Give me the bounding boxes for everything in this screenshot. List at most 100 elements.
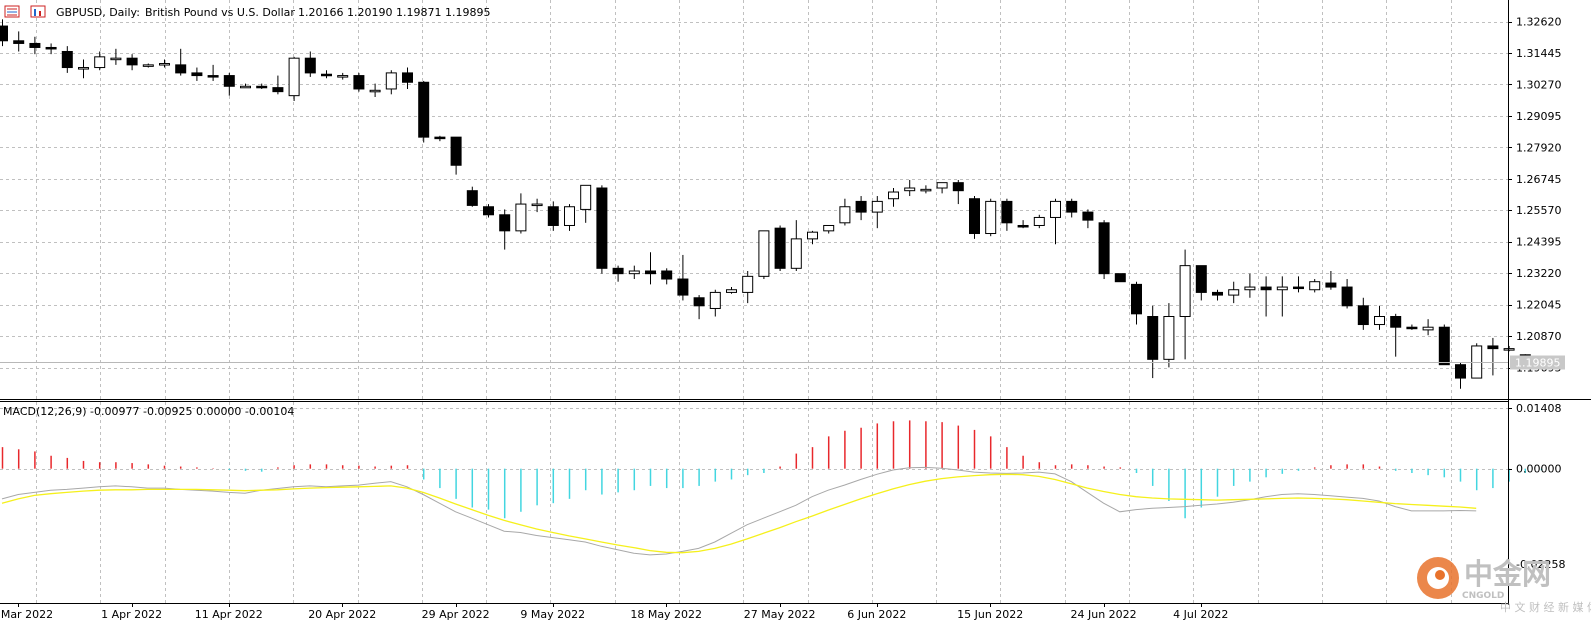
current-price-label: 1.19895 — [1510, 355, 1565, 370]
candle-body-bull — [531, 203, 543, 207]
watermark-en: CNGOLD — [1462, 591, 1504, 601]
candle-body-bear — [645, 270, 656, 275]
candle — [207, 64, 219, 81]
candle — [304, 51, 316, 77]
candle-body-bear — [1114, 273, 1126, 283]
candle-body-bear — [1455, 364, 1466, 379]
candle-body-bear — [1325, 282, 1337, 288]
candle — [1406, 324, 1418, 330]
time-tick-label: 6 Jun 2022 — [847, 608, 906, 621]
candle-body-bull — [1422, 326, 1434, 331]
candle — [1471, 343, 1483, 379]
candle — [628, 265, 640, 280]
candle — [110, 48, 122, 65]
candle-body-bull — [1228, 289, 1240, 296]
candle — [823, 224, 835, 234]
candle — [596, 185, 608, 274]
candle-body-bear — [418, 81, 430, 138]
candle — [920, 185, 932, 194]
candle — [385, 70, 397, 95]
candle — [1228, 281, 1240, 304]
candle-body-bull — [920, 188, 932, 192]
candle — [1357, 297, 1369, 330]
candle-body-bear — [1066, 200, 1078, 213]
candle-body-bull — [1163, 316, 1175, 360]
candle — [1325, 270, 1337, 290]
candle-body-bear — [45, 46, 57, 50]
toolbar-icons — [4, 5, 46, 18]
candle-body-bear — [272, 87, 284, 93]
candle — [1098, 220, 1110, 280]
candle — [1244, 273, 1256, 298]
candle — [1212, 289, 1223, 301]
candle-body-bull — [1503, 348, 1515, 351]
price-axis: 1.32620 1.31445 1.30270 1.29095 1.27920 1.267… — [1508, 16, 1562, 375]
time-tick-label: 18 May 2022 — [630, 608, 702, 621]
candle-body-bear — [321, 73, 332, 77]
candle — [612, 265, 624, 282]
candle-body-bear — [1438, 326, 1450, 366]
candle — [61, 46, 73, 73]
candle — [1033, 214, 1045, 229]
candle — [483, 204, 494, 218]
candle — [645, 252, 656, 285]
candle — [661, 268, 673, 285]
price-tick-label: 1.27920 — [1516, 141, 1562, 154]
candle-body-bear — [29, 42, 41, 48]
candle — [758, 230, 770, 280]
candle — [790, 220, 802, 271]
candle-body-bull — [823, 224, 835, 232]
candle — [256, 83, 268, 89]
price-tick-label: 1.30270 — [1516, 78, 1562, 91]
candle-body-bear — [304, 57, 316, 74]
candle — [871, 196, 883, 229]
candle — [1017, 220, 1029, 229]
candle — [1066, 198, 1078, 218]
candle-body-bear — [774, 227, 786, 269]
candle — [223, 72, 235, 96]
price-grid — [0, 0, 1508, 399]
candle — [774, 225, 786, 271]
candle-body-bear — [1195, 265, 1207, 293]
watermark: 中金网 CNGOLD 中 文 财 经 新 媒 体 — [1417, 557, 1591, 614]
price-tick-label: 1.32620 — [1516, 16, 1562, 29]
candle-body-bear — [353, 75, 365, 90]
candle-body-bear — [1001, 200, 1013, 224]
chart-bars-icon[interactable] — [30, 5, 46, 18]
candle — [175, 48, 187, 76]
macd-tick-label: 0.00000 — [1516, 463, 1562, 476]
candle-body-bull — [839, 206, 851, 224]
time-tick-label: 4 Jul 2022 — [1173, 608, 1228, 621]
candle — [78, 59, 89, 79]
price-tick-label: 1.26745 — [1516, 173, 1562, 186]
candle-body-bear — [677, 278, 689, 296]
candle-body-bear — [223, 75, 235, 87]
candle — [1455, 362, 1466, 389]
candle-body-bear — [0, 25, 8, 42]
candle-body-bear — [547, 206, 559, 226]
macd-tick-label: 0.01408 — [1516, 402, 1562, 415]
candle-body-bull — [1050, 200, 1061, 218]
candle-body-bear — [175, 64, 187, 74]
candle — [1309, 279, 1321, 293]
candle-body-bull — [240, 85, 251, 89]
candle-body-bull — [288, 57, 300, 97]
price-tick-label: 1.31445 — [1516, 47, 1562, 60]
candle-body-bear — [1098, 222, 1110, 275]
candle — [1374, 305, 1385, 330]
candle — [547, 201, 559, 231]
candle — [94, 51, 106, 71]
candle-body-bull — [337, 75, 349, 78]
candle-body-bull — [904, 187, 916, 192]
chart-list-icon[interactable] — [4, 5, 20, 18]
time-tick-label: 24 Jun 2022 — [1071, 608, 1137, 621]
candle-body-bull — [1244, 286, 1256, 291]
candle-body-bull — [110, 57, 122, 61]
time-tick-label: 1 Apr 2022 — [101, 608, 162, 621]
candle-body-bear — [1017, 224, 1029, 228]
candle-body-bull — [78, 67, 89, 70]
candle-body-bear — [612, 267, 624, 275]
candle-body-bull — [742, 275, 754, 293]
candle-body-bear — [1212, 291, 1223, 296]
